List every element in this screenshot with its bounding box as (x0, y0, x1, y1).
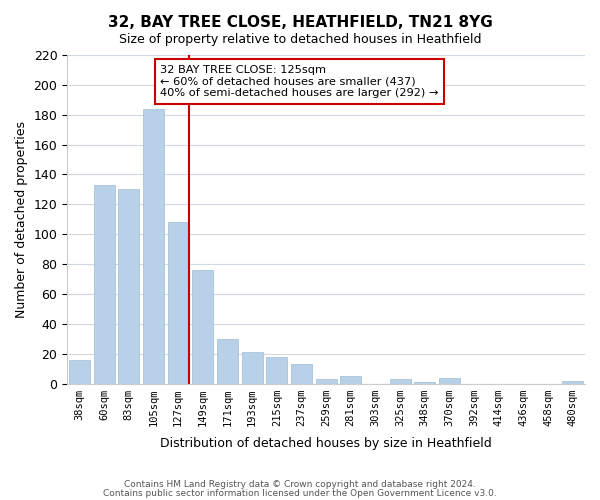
Text: 32, BAY TREE CLOSE, HEATHFIELD, TN21 8YG: 32, BAY TREE CLOSE, HEATHFIELD, TN21 8YG (107, 15, 493, 30)
Bar (340, 376, 361, 384)
Y-axis label: Number of detached properties: Number of detached properties (15, 121, 28, 318)
Bar (167, 222, 188, 384)
Text: 32 BAY TREE CLOSE: 125sqm
← 60% of detached houses are smaller (437)
40% of semi: 32 BAY TREE CLOSE: 125sqm ← 60% of detac… (160, 65, 439, 98)
Bar (266, 356, 287, 384)
Bar (192, 270, 213, 384)
Bar (69, 360, 90, 384)
Bar (118, 190, 139, 384)
Text: Contains public sector information licensed under the Open Government Licence v3: Contains public sector information licen… (103, 488, 497, 498)
Text: Contains HM Land Registry data © Crown copyright and database right 2024.: Contains HM Land Registry data © Crown c… (124, 480, 476, 489)
Bar (143, 109, 164, 384)
Bar (291, 364, 312, 384)
Bar (217, 338, 238, 384)
Bar (562, 380, 583, 384)
Text: Size of property relative to detached houses in Heathfield: Size of property relative to detached ho… (119, 32, 481, 46)
Bar (414, 382, 435, 384)
Bar (316, 379, 337, 384)
Bar (439, 378, 460, 384)
X-axis label: Distribution of detached houses by size in Heathfield: Distribution of detached houses by size … (160, 437, 492, 450)
Bar (242, 352, 263, 384)
Bar (389, 379, 410, 384)
Bar (94, 185, 115, 384)
